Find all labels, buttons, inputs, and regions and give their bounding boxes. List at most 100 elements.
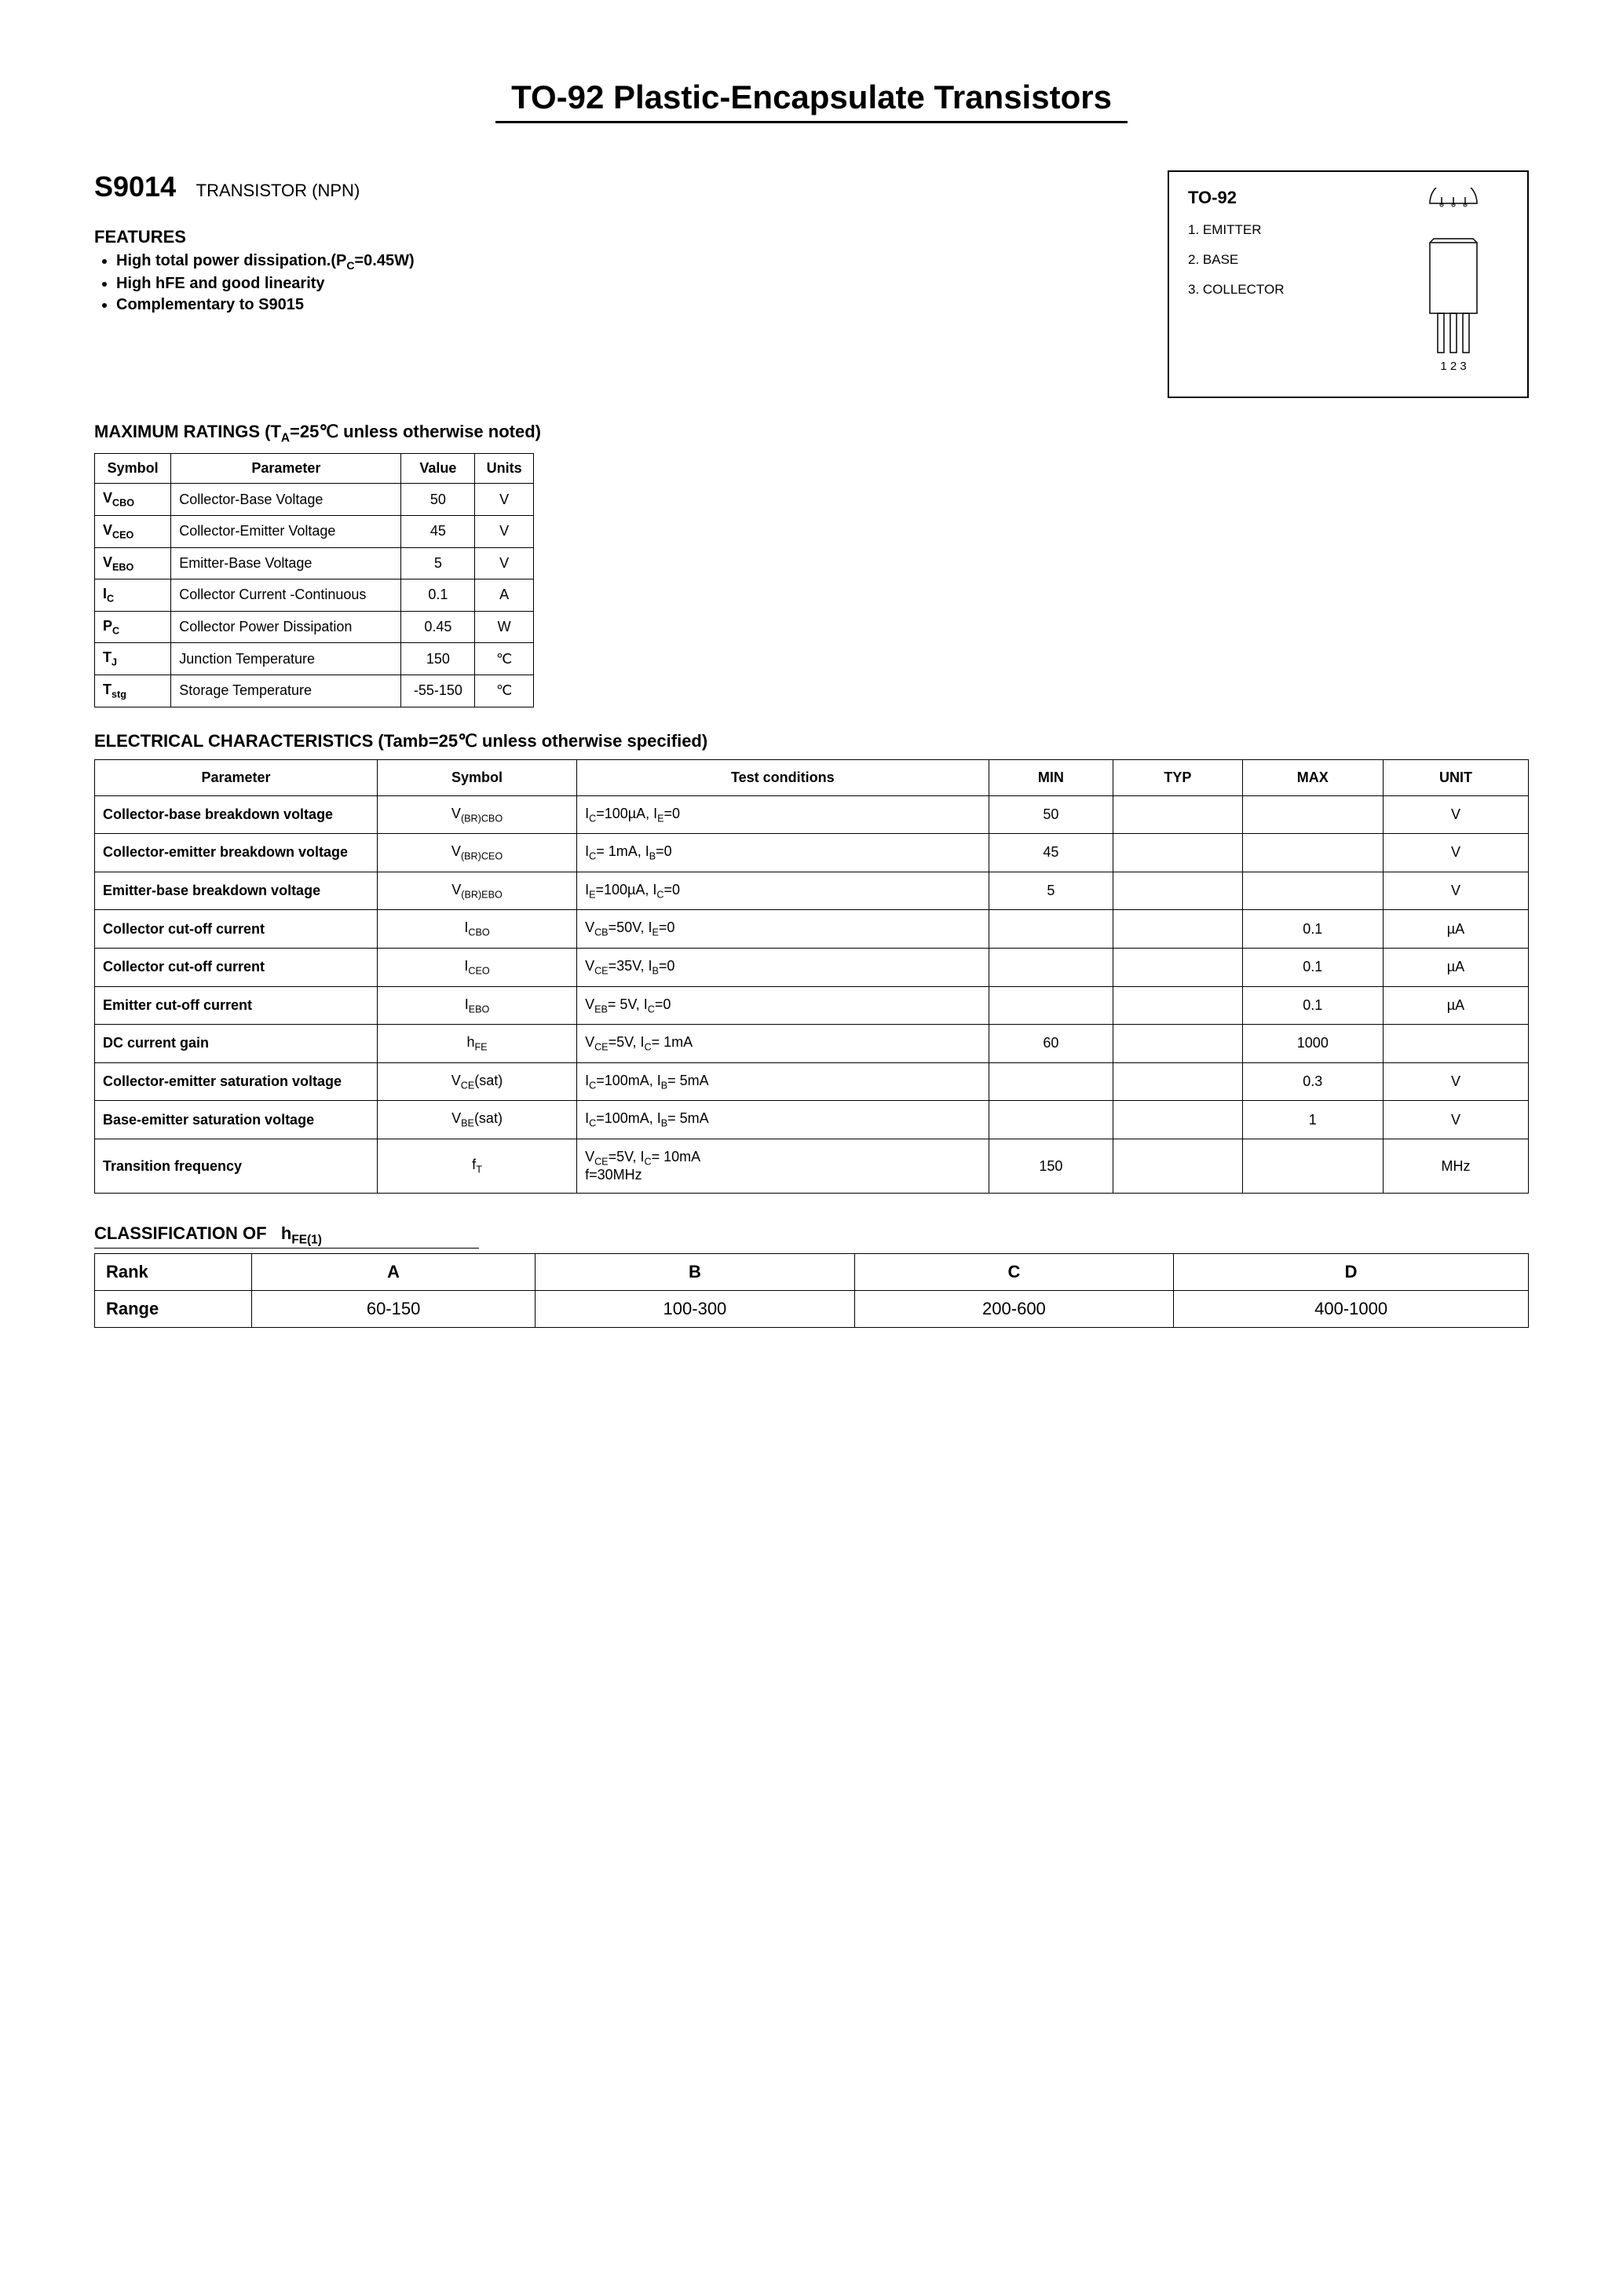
unit-cell <box>1383 1025 1528 1063</box>
row-label: Rank <box>95 1253 252 1290</box>
classification-table: Rank A B C D Range 60-150 100-300 200-60… <box>94 1253 1529 1328</box>
table-row: Range 60-150 100-300 200-600 400-1000 <box>95 1290 1529 1327</box>
typ-cell <box>1113 834 1243 872</box>
col-header: MIN <box>989 759 1113 795</box>
symbol-cell: IC <box>95 579 171 612</box>
feature-item: Complementary to S9015 <box>116 296 1136 314</box>
param-cell: Storage Temperature <box>171 675 401 707</box>
pin-label: 2. BASE <box>1188 252 1285 268</box>
unit-cell: V <box>1383 872 1528 910</box>
conditions-cell: IE=100µA, IC=0 <box>577 872 989 910</box>
unit-cell: ℃ <box>475 675 534 707</box>
conditions-cell: IC=100mA, IB= 5mA <box>577 1062 989 1101</box>
table-row: ICCollector Current -Continuous0.1A <box>95 579 534 612</box>
feature-text: High total power dissipation.(PC=0.45W) <box>116 252 415 269</box>
symbol-cell: V(BR)EBO <box>378 872 577 910</box>
left-column: S9014 TRANSISTOR (NPN) FEATURES High tot… <box>94 170 1168 317</box>
cell: A <box>252 1253 536 1290</box>
symbol-cell: VCEO <box>95 515 171 547</box>
symbol-cell: hFE <box>378 1025 577 1063</box>
value-cell: 5 <box>401 547 475 579</box>
value-cell: -55-150 <box>401 675 475 707</box>
features-list: High total power dissipation.(PC=0.45W) … <box>94 252 1136 314</box>
unit-cell: V <box>475 515 534 547</box>
unit-cell: V <box>1383 1101 1528 1139</box>
min-cell: 5 <box>989 872 1113 910</box>
table-row: Transition frequencyfTVCE=5V, IC= 10mAf=… <box>95 1139 1529 1194</box>
cell: 200-600 <box>854 1290 1174 1327</box>
max-cell: 0.1 <box>1242 986 1383 1025</box>
symbol-cell: TJ <box>95 643 171 675</box>
param-cell: Junction Temperature <box>171 643 401 675</box>
symbol-cell: PC <box>95 611 171 643</box>
pin-numbers: 1 2 3 <box>1440 360 1466 373</box>
typ-cell <box>1113 872 1243 910</box>
col-header: MAX <box>1242 759 1383 795</box>
table-row: Emitter-base breakdown voltageV(BR)EBOIE… <box>95 872 1529 910</box>
row-label: Range <box>95 1290 252 1327</box>
symbol-cell: ICBO <box>378 910 577 949</box>
symbol-cell: VCE(sat) <box>378 1062 577 1101</box>
package-box: TO-92 1. EMITTER 2. BASE 3. COLLECTOR <box>1168 170 1529 398</box>
part-type: TRANSISTOR (NPN) <box>196 181 360 200</box>
param-cell: Transition frequency <box>95 1139 378 1194</box>
cell: 400-1000 <box>1174 1290 1529 1327</box>
param-cell: Collector cut-off current <box>95 948 378 986</box>
unit-cell: V <box>475 547 534 579</box>
col-header: Symbol <box>95 454 171 484</box>
table-row: Emitter cut-off currentIEBOVEB= 5V, IC=0… <box>95 986 1529 1025</box>
conditions-cell: VCE=5V, IC= 10mAf=30MHz <box>577 1139 989 1194</box>
max-cell: 0.1 <box>1242 910 1383 949</box>
param-cell: Base-emitter saturation voltage <box>95 1101 378 1139</box>
table-row: Collector-emitter breakdown voltageV(BR)… <box>95 834 1529 872</box>
conditions-cell: IC=100mA, IB= 5mA <box>577 1101 989 1139</box>
conditions-cell: IC= 1mA, IB=0 <box>577 834 989 872</box>
typ-cell <box>1113 910 1243 949</box>
param-cell: Collector-base breakdown voltage <box>95 795 378 834</box>
table-row: Collector-base breakdown voltageV(BR)CBO… <box>95 795 1529 834</box>
value-cell: 0.45 <box>401 611 475 643</box>
conditions-cell: VCE=5V, IC= 1mA <box>577 1025 989 1063</box>
typ-cell <box>1113 1101 1243 1139</box>
typ-cell <box>1113 1062 1243 1101</box>
col-header: Parameter <box>95 759 378 795</box>
unit-cell: MHz <box>1383 1139 1528 1194</box>
typ-cell <box>1113 795 1243 834</box>
table-row: VCEOCollector-Emitter Voltage45V <box>95 515 534 547</box>
feature-item: High hFE and good linearity <box>116 275 1136 293</box>
symbol-cell: V(BR)CEO <box>378 834 577 872</box>
unit-cell: W <box>475 611 534 643</box>
param-cell: Collector-Emitter Voltage <box>171 515 401 547</box>
symbol-cell: VBE(sat) <box>378 1101 577 1139</box>
ratings-heading: MAXIMUM RATINGS (TA=25℃ unless otherwise… <box>94 422 1529 445</box>
max-cell <box>1242 1139 1383 1194</box>
table-row: DC current gainhFEVCE=5V, IC= 1mA601000 <box>95 1025 1529 1063</box>
package-diagram: 1 2 3 <box>1406 188 1508 381</box>
max-cell <box>1242 872 1383 910</box>
page-title: TO-92 Plastic-Encapsulate Transistors <box>495 79 1128 123</box>
part-number: S9014 <box>94 170 176 203</box>
part-line: S9014 TRANSISTOR (NPN) <box>94 170 1136 203</box>
unit-cell: µA <box>1383 910 1528 949</box>
table-row: Collector cut-off currentICEOVCE=35V, IB… <box>95 948 1529 986</box>
table-row: Collector cut-off currentICBOVCB=50V, IE… <box>95 910 1529 949</box>
unit-cell: ℃ <box>475 643 534 675</box>
symbol-cell: IEBO <box>378 986 577 1025</box>
table-header-row: Symbol Parameter Value Units <box>95 454 534 484</box>
min-cell: 50 <box>989 795 1113 834</box>
col-header: TYP <box>1113 759 1243 795</box>
symbol-cell: V(BR)CBO <box>378 795 577 834</box>
value-cell: 50 <box>401 484 475 516</box>
max-cell: 0.1 <box>1242 948 1383 986</box>
min-cell <box>989 1062 1113 1101</box>
cell: 100-300 <box>536 1290 855 1327</box>
col-header: Parameter <box>171 454 401 484</box>
min-cell <box>989 1101 1113 1139</box>
min-cell <box>989 948 1113 986</box>
cell: 60-150 <box>252 1290 536 1327</box>
table-header-row: Parameter Symbol Test conditions MIN TYP… <box>95 759 1529 795</box>
pin-label: 1. EMITTER <box>1188 222 1285 238</box>
typ-cell <box>1113 1025 1243 1063</box>
cell: B <box>536 1253 855 1290</box>
electrical-table: Parameter Symbol Test conditions MIN TYP… <box>94 759 1529 1194</box>
